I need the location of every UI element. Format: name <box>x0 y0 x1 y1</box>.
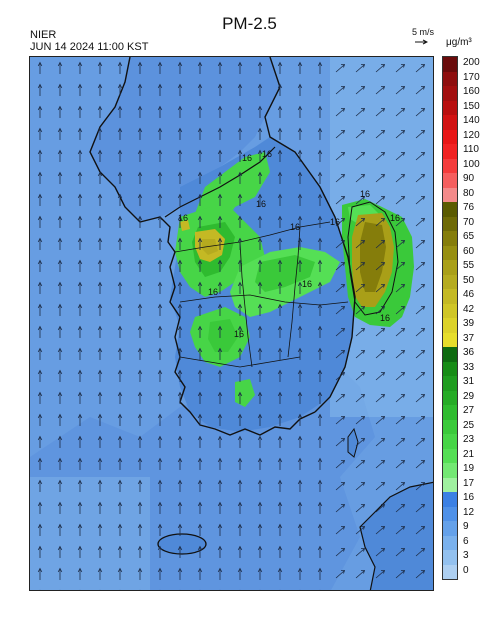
colorbar-tick-label: 60 <box>463 245 475 257</box>
colorbar-tick-label: 23 <box>463 434 475 446</box>
colorbar-swatch <box>443 202 457 217</box>
colorbar-swatch <box>443 492 457 507</box>
colorbar-tick-labels: 200 170 160 150 140 120 110 100 90 80 76 70 65 60 55 50… <box>463 56 499 580</box>
colorbar-tick-label: 12 <box>463 506 475 518</box>
colorbar-tick-label: 70 <box>463 216 475 228</box>
colorbar-tick-label: 200 <box>463 57 480 69</box>
colorbar-swatch <box>443 535 457 550</box>
contour-label-4: 16 <box>290 222 301 232</box>
unit-label: μg/m³ <box>446 37 472 48</box>
colorbar-swatch <box>443 115 457 130</box>
arrow-right-icon <box>415 39 428 45</box>
contour-label-6: 16 <box>360 189 371 199</box>
colorbar-swatch <box>443 173 457 188</box>
colorbar-swatch <box>443 158 457 173</box>
wind-vector-field-east <box>330 57 433 590</box>
colorbar-swatch <box>443 477 457 492</box>
contour-label-7: 16 <box>390 213 401 223</box>
colorbar-tick-label: 160 <box>463 86 480 98</box>
colorbar-tick-label: 9 <box>463 521 469 533</box>
colorbar-swatch <box>443 216 457 231</box>
colorbar-tick-label: 33 <box>463 361 475 373</box>
colorbar-tick-label: 110 <box>463 144 479 156</box>
colorbar-swatch <box>443 144 457 159</box>
colorbar-tick-label: 37 <box>463 332 475 344</box>
forecast-datetime: JUN 14 2024 11:00 KST <box>30 41 149 53</box>
contour-label-1: 16 <box>242 153 253 163</box>
colorbar-tick-label: 76 <box>463 202 475 214</box>
colorbar-tick-label: 16 <box>463 492 475 504</box>
colorbar-swatch <box>443 303 457 318</box>
contour-label-9: 16 <box>234 329 245 339</box>
colorbar-swatch <box>443 550 457 565</box>
map-canvas <box>30 57 433 590</box>
colorbar-swatch <box>443 187 457 202</box>
colorbar-tick-label: 6 <box>463 535 469 547</box>
colorbar-swatch <box>443 245 457 260</box>
colorbar-tick-label: 46 <box>463 289 475 301</box>
colorbar-swatch <box>443 86 457 101</box>
wind-vector-field <box>30 57 330 590</box>
colorbar-swatch <box>443 361 457 376</box>
colorbar-tick-label: 25 <box>463 419 475 431</box>
colorbar-tick-label: 80 <box>463 187 475 199</box>
colorbar-swatch <box>443 260 457 275</box>
colorbar-swatch <box>443 376 457 391</box>
colorbar-tick-label: 65 <box>463 231 475 243</box>
colorbar-swatch <box>443 57 457 72</box>
colorbar-tick-label: 170 <box>463 71 480 83</box>
colorbar-swatch <box>443 463 457 478</box>
colorbar-tick-label: 140 <box>463 115 480 127</box>
map-title: PM-2.5 <box>222 14 277 33</box>
colorbar-swatch <box>443 434 457 449</box>
contour-label-8: 16 <box>380 313 391 323</box>
colorbar-tick-label: 27 <box>463 405 475 417</box>
colorbar-swatch <box>443 129 457 144</box>
contour-label-12: 16 <box>330 217 341 227</box>
colorbar-tick-label: 36 <box>463 347 475 359</box>
colorbar-tick-label: 90 <box>463 173 475 185</box>
colorbar-swatch <box>443 274 457 289</box>
contour-label-2: 16 <box>262 149 273 159</box>
colorbar-tick-label: 21 <box>463 448 475 460</box>
colorbar-tick-label: 120 <box>463 129 480 141</box>
colorbar-swatch <box>443 100 457 115</box>
colorbar-swatch <box>443 419 457 434</box>
pm25-colorbar <box>442 56 458 580</box>
colorbar-swatch <box>443 332 457 347</box>
colorbar-tick-label: 29 <box>463 390 475 402</box>
contour-label-11: 16 <box>302 279 313 289</box>
colorbar-tick-label: 17 <box>463 477 475 489</box>
colorbar-swatch <box>443 390 457 405</box>
colorbar-swatch <box>443 347 457 362</box>
colorbar-tick-label: 55 <box>463 260 475 272</box>
colorbar-swatch <box>443 318 457 333</box>
agency-label: NIER <box>30 29 57 41</box>
colorbar-swatch <box>443 231 457 246</box>
colorbar-tick-label: 31 <box>463 376 475 388</box>
colorbar-tick-label: 19 <box>463 463 475 475</box>
contour-label-5: 16 <box>178 213 189 223</box>
contour-label-10: 16 <box>208 287 219 297</box>
contour-label-3: 16 <box>256 199 267 209</box>
wind-vector-scale-label: 5 m/s <box>412 27 435 37</box>
colorbar-tick-label: 150 <box>463 100 480 112</box>
colorbar-swatch <box>443 521 457 536</box>
colorbar-tick-label: 0 <box>463 564 469 576</box>
colorbar-tick-label: 42 <box>463 303 475 315</box>
colorbar-swatch <box>443 564 457 579</box>
colorbar-tick-label: 50 <box>463 274 475 286</box>
colorbar-swatch <box>443 405 457 420</box>
colorbar-swatch <box>443 289 457 304</box>
colorbar-swatch <box>443 506 457 521</box>
colorbar-tick-label: 39 <box>463 318 475 330</box>
colorbar-tick-label: 3 <box>463 550 469 562</box>
colorbar-tick-label: 100 <box>463 158 480 170</box>
colorbar-swatch <box>443 71 457 86</box>
colorbar-swatch <box>443 448 457 463</box>
pm25-concentration-map: 16 16 16 16 16 16 16 16 16 16 16 16 <box>29 56 434 591</box>
